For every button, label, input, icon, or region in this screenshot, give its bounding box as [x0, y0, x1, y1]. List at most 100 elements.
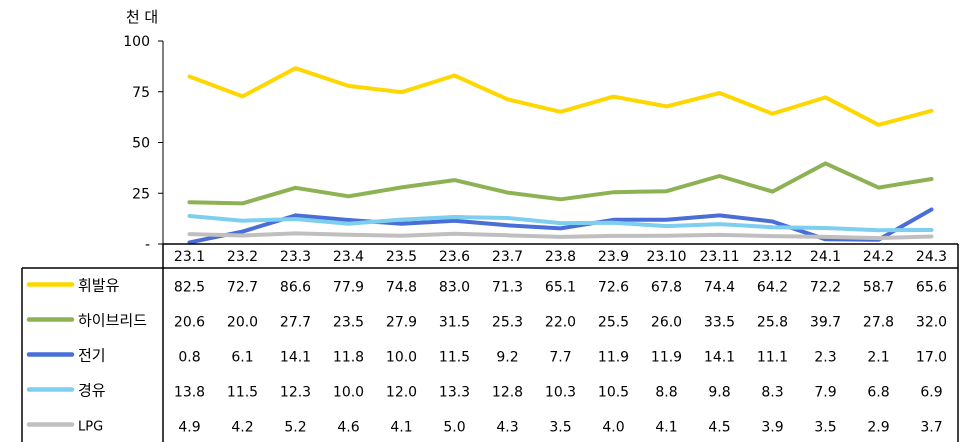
data-label: 2.9	[867, 420, 889, 436]
data-label: 31.5	[439, 315, 470, 331]
data-label: 7.9	[814, 385, 836, 401]
legend-label: 하이브리드	[78, 312, 147, 330]
data-label: 13.3	[439, 385, 470, 401]
data-label: 72.2	[810, 280, 841, 296]
data-label: 25.8	[757, 315, 788, 331]
data-label: 11.9	[598, 350, 629, 366]
data-label: 27.9	[386, 315, 417, 331]
data-table: 23.1 23.2 23.3 23.4 23.5 23.6 23.7 23.8 23.9 23.1…	[21, 243, 959, 442]
legend-label: LPG	[78, 420, 103, 435]
data-label: 14.1	[704, 350, 735, 366]
data-label: 86.6	[280, 280, 311, 296]
data-label: 65.6	[916, 280, 947, 296]
x-category-label: 23.4	[333, 249, 364, 265]
data-label: 8.8	[655, 385, 677, 401]
data-label: 5.2	[284, 420, 306, 436]
data-label: 4.2	[231, 420, 253, 436]
data-label: 4.1	[390, 420, 412, 436]
data-label: 58.7	[863, 280, 894, 296]
data-label: 25.5	[598, 315, 629, 331]
data-label: 9.2	[496, 350, 518, 366]
data-label: 82.5	[174, 280, 205, 296]
x-category-label: 23.3	[280, 249, 311, 265]
data-label: 2.3	[814, 350, 836, 366]
series-line-3	[187, 207, 934, 245]
data-label: 10.5	[598, 385, 629, 401]
y-axis-unit-label: 천 대	[126, 8, 158, 26]
data-label: 4.1	[655, 420, 677, 436]
data-label: 3.5	[814, 420, 836, 436]
data-label: 20.0	[227, 315, 258, 331]
series-line-1	[187, 66, 934, 127]
data-label: 10.0	[333, 385, 364, 401]
y-tick-label: 50	[132, 136, 150, 152]
x-category-label: 23.12	[752, 249, 792, 265]
data-label: 83.0	[439, 280, 470, 296]
data-label: 6.9	[920, 385, 942, 401]
data-label: 4.6	[337, 420, 359, 436]
data-label: 5.0	[443, 420, 465, 436]
x-category-label: 23.9	[598, 249, 629, 265]
x-category-label: 23.7	[492, 249, 523, 265]
x-category-label: 23.10	[646, 249, 686, 265]
data-label: 11.9	[651, 350, 682, 366]
data-label: 7.7	[549, 350, 571, 366]
x-category-label: 23.1	[174, 249, 205, 265]
data-label: 71.3	[492, 280, 523, 296]
data-label: 72.7	[227, 280, 258, 296]
x-category-label: 23.5	[386, 249, 417, 265]
data-label: 27.7	[280, 315, 311, 331]
x-category-label: 24.1	[810, 249, 841, 265]
data-label: 12.0	[386, 385, 417, 401]
series-line-4	[187, 214, 934, 233]
data-label: 6.1	[231, 350, 253, 366]
x-category-label: 23.11	[699, 249, 739, 265]
data-label: 33.5	[704, 315, 735, 331]
data-label: 67.8	[651, 280, 682, 296]
data-label: 72.6	[598, 280, 629, 296]
data-label: 64.2	[757, 280, 788, 296]
data-label: 3.9	[761, 420, 783, 436]
data-label: 14.1	[280, 350, 311, 366]
legend-label: 전기	[78, 347, 106, 365]
x-category-label: 24.2	[863, 249, 894, 265]
data-label: 74.8	[386, 280, 417, 296]
data-label: 10.3	[545, 385, 576, 401]
data-label: 11.5	[439, 350, 470, 366]
x-category-label: 23.6	[439, 249, 470, 265]
y-tick-label: 75	[132, 85, 150, 101]
data-label: 4.3	[496, 420, 518, 436]
series-line-2	[187, 161, 934, 206]
x-category-label: 23.2	[227, 249, 258, 265]
data-label: 65.1	[545, 280, 576, 296]
series-line-5	[187, 231, 934, 241]
data-label: 74.4	[704, 280, 735, 296]
data-label: 0.8	[178, 350, 200, 366]
data-label: 4.0	[602, 420, 624, 436]
data-label: 20.6	[174, 315, 205, 331]
data-label: 6.8	[867, 385, 889, 401]
data-label: 77.9	[333, 280, 364, 296]
data-label: 17.0	[916, 350, 947, 366]
data-label: 2.1	[867, 350, 889, 366]
data-label: 12.3	[280, 385, 311, 401]
data-label: 4.9	[178, 420, 200, 436]
data-label: 12.8	[492, 385, 523, 401]
y-tick-label: 100	[123, 34, 150, 50]
data-label: 26.0	[651, 315, 682, 331]
data-label: 27.8	[863, 315, 894, 331]
data-label: 4.5	[708, 420, 730, 436]
data-label: 39.7	[810, 315, 841, 331]
data-label: 25.3	[492, 315, 523, 331]
data-label: 11.8	[333, 350, 364, 366]
y-axis: 100 75 50 25 -	[123, 34, 164, 253]
x-category-label: 23.8	[545, 249, 576, 265]
data-label: 13.8	[174, 385, 205, 401]
legend-label: 경유	[78, 382, 106, 400]
data-label: 22.0	[545, 315, 576, 331]
data-label: 23.5	[333, 315, 364, 331]
data-label: 11.1	[757, 350, 788, 366]
y-tick-label: -	[145, 237, 150, 253]
y-tick-label: 25	[132, 186, 150, 202]
data-label: 32.0	[916, 315, 947, 331]
